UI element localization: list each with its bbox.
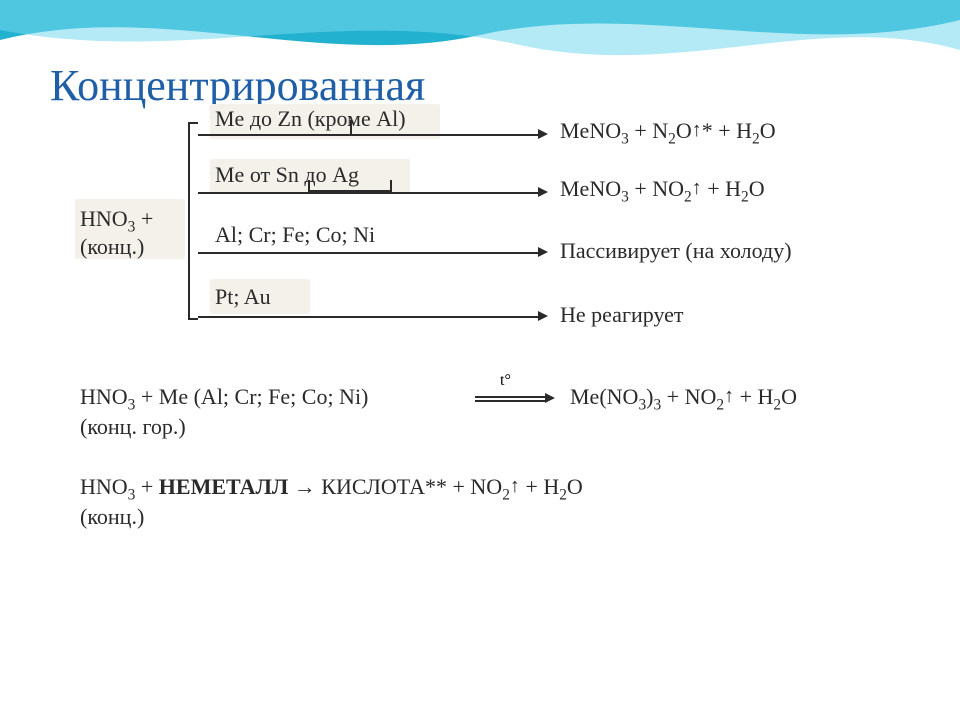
branch-4-product: Не реагирует <box>560 302 684 328</box>
reagent-label: HNO3 + <box>80 206 153 236</box>
hot-reaction-product: Me(NO3)3 + NO2↑ + H2O <box>570 384 797 414</box>
nonmetal-reaction: HNO3 + НЕМЕТАЛЛ → КИСЛОТА** + NO2↑ + H2O <box>80 474 583 504</box>
slide-content: Концентрированная HNO3 + (конц.) Me до Z… <box>40 60 920 94</box>
branch-2-product: MeNO3 + NO2↑ + H2O <box>560 176 765 206</box>
branch-3-arrow <box>198 252 538 254</box>
branch-1-condition: Me до Zn (кроме Al) <box>215 106 406 132</box>
branch-1-product: MeNO3 + N2O↑* + H2O <box>560 118 776 148</box>
branch-2-arrow <box>198 192 538 194</box>
hot-reaction-arrow <box>475 396 545 398</box>
nonmetal-reaction-note: (конц.) <box>80 504 144 530</box>
branch-4-condition: Pt; Au <box>215 284 271 310</box>
branch-bracket <box>188 122 198 320</box>
slide-title: Концентрированная <box>50 60 920 111</box>
branch-1-arrow <box>198 134 538 136</box>
reagent-note: (конц.) <box>80 234 144 260</box>
branch-2-condition: Me от Sn до Ag <box>215 162 359 188</box>
hot-reaction-note: (конц. гор.) <box>80 414 186 440</box>
branch-4-arrow <box>198 316 538 318</box>
branch-3-condition: Al; Cr; Fe; Co; Ni <box>215 222 375 248</box>
hot-reaction-left: HNO3 + Me (Al; Cr; Fe; Co; Ni) <box>80 384 368 414</box>
branch-3-product: Пассивирует (на холоду) <box>560 238 792 264</box>
temperature-symbol: t° <box>500 372 511 390</box>
